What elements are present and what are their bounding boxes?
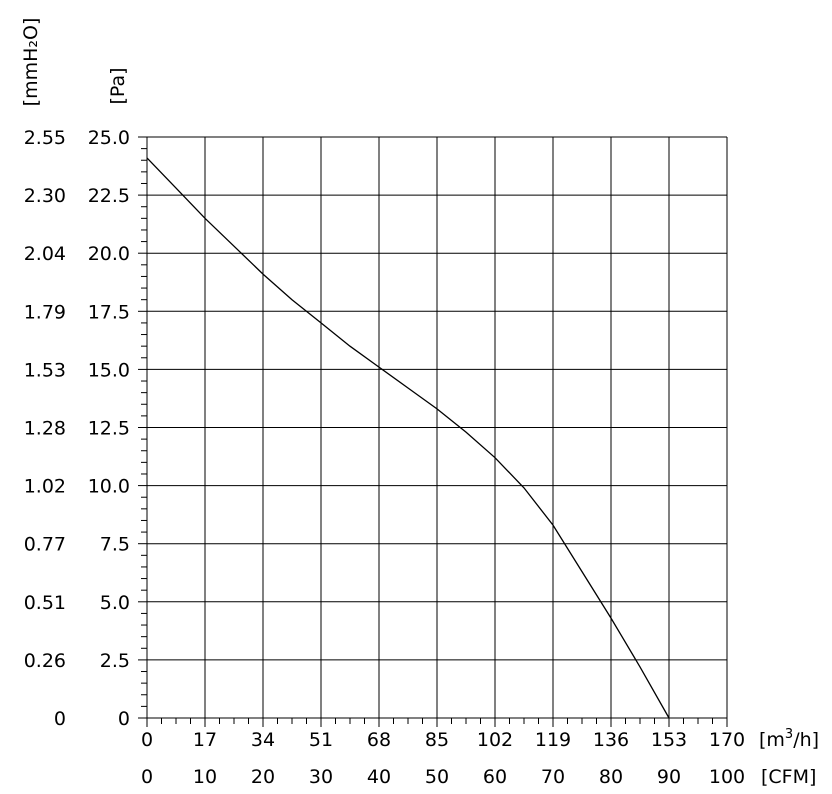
y-tick-label-mmh2o: 0.77 — [24, 534, 66, 556]
y-tick-label-mmh2o: 2.55 — [24, 127, 66, 149]
y-axis-unit-mmh2o: [mmH₂O] — [20, 18, 42, 107]
x-tick-label-m3h: 17 — [193, 729, 217, 751]
y-tick-label-pa: 5.0 — [100, 592, 130, 614]
y-tick-label-pa: 22.5 — [88, 185, 130, 207]
x-tick-label-cfm: 90 — [657, 766, 681, 788]
x-tick-label-m3h: 0 — [141, 729, 153, 751]
y-tick-label-mmh2o: 0 — [54, 708, 66, 730]
x-tick-label-cfm: 100 — [709, 766, 745, 788]
y-tick-label-mmh2o: 0.26 — [24, 650, 66, 672]
y-tick-label-mmh2o: 2.30 — [24, 185, 66, 207]
y-tick-label-pa: 2.5 — [100, 650, 130, 672]
pressure-curve — [146, 157, 670, 719]
x-tick-label-cfm: 50 — [425, 766, 449, 788]
x-tick-label-m3h: 170 — [709, 729, 745, 751]
x-axis-unit-cfm: [CFM] — [761, 766, 816, 788]
y-tick-label-pa: 0 — [118, 708, 130, 730]
y-tick-label-pa: 17.5 — [88, 301, 130, 323]
y-tick-label-mmh2o: 0.51 — [24, 592, 66, 614]
x-axis-unit-m3h: [m3/h] — [759, 727, 819, 751]
y-tick-label-pa: 7.5 — [100, 534, 130, 556]
x-axis-unit-m3h-base: [m — [759, 729, 785, 751]
x-tick-label-cfm: 20 — [251, 766, 275, 788]
tick-labels: 02.55.07.510.012.515.017.520.022.525.000… — [24, 127, 745, 788]
x-tick-label-m3h: 136 — [593, 729, 629, 751]
x-tick-label-cfm: 60 — [483, 766, 507, 788]
y-tick-label-mmh2o: 1.28 — [24, 418, 66, 440]
y-tick-label-mmh2o: 1.79 — [24, 301, 66, 323]
x-tick-label-m3h: 51 — [309, 729, 333, 751]
x-tick-label-m3h: 85 — [425, 729, 449, 751]
y-tick-label-mmh2o: 1.53 — [24, 359, 66, 381]
x-tick-label-cfm: 40 — [367, 766, 391, 788]
y-tick-label-pa: 10.0 — [88, 476, 130, 498]
x-tick-label-m3h: 153 — [651, 729, 687, 751]
y-tick-label-pa: 25.0 — [88, 127, 130, 149]
series-layer — [146, 157, 670, 719]
x-tick-label-cfm: 30 — [309, 766, 333, 788]
x-axis-unit-m3h-sup: 3 — [785, 727, 793, 742]
x-tick-label-cfm: 70 — [541, 766, 565, 788]
x-axis-unit-m3h-tail: /h] — [793, 729, 819, 751]
y-tick-label-pa: 12.5 — [88, 418, 130, 440]
x-tick-label-m3h: 119 — [535, 729, 571, 751]
x-tick-label-m3h: 34 — [251, 729, 275, 751]
y-tick-label-pa: 15.0 — [88, 359, 130, 381]
x-tick-label-cfm: 0 — [141, 766, 153, 788]
minor-ticks — [138, 136, 728, 727]
x-tick-label-m3h: 68 — [367, 729, 391, 751]
x-tick-label-cfm: 10 — [193, 766, 217, 788]
y-tick-label-mmh2o: 1.02 — [24, 476, 66, 498]
x-tick-label-m3h: 102 — [477, 729, 513, 751]
grid — [146, 136, 728, 719]
x-tick-label-cfm: 80 — [599, 766, 623, 788]
y-tick-label-mmh2o: 2.04 — [24, 243, 66, 265]
y-axis-unit-pa: [Pa] — [107, 67, 129, 104]
y-tick-label-pa: 20.0 — [88, 243, 130, 265]
